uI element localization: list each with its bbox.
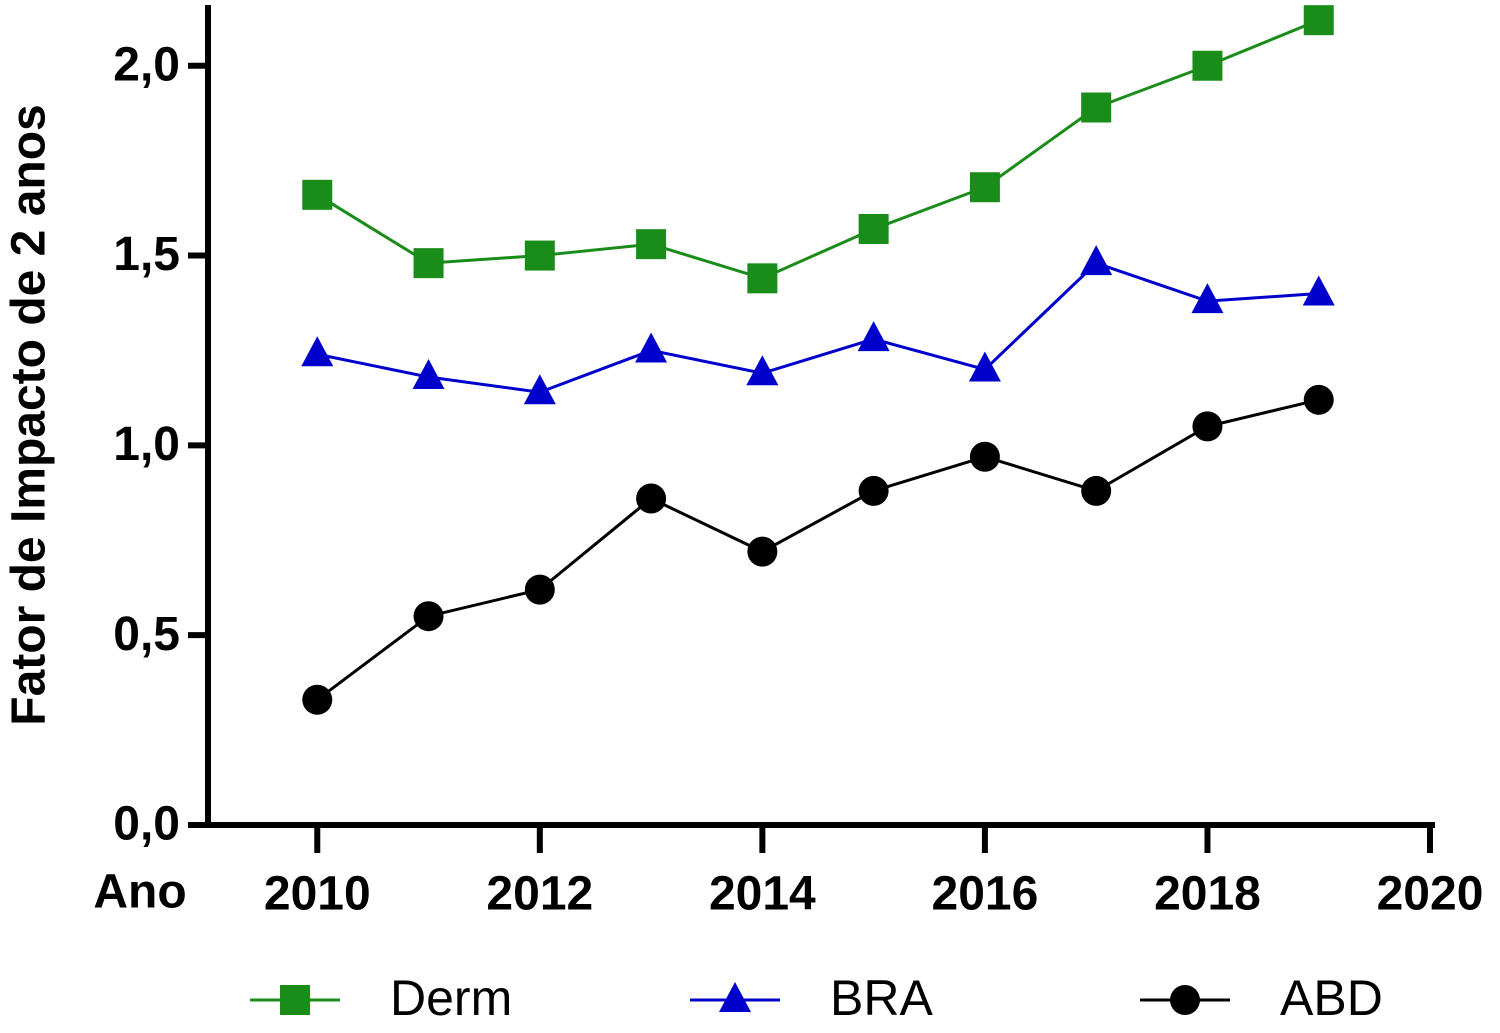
- y-tick-label: 2,0: [113, 38, 180, 91]
- data-point: [524, 240, 555, 271]
- y-axis-label: Fator de Impacto de 2 anos: [3, 104, 56, 725]
- series-line: [316, 261, 1319, 394]
- data-point: [413, 601, 444, 632]
- data-point: [1302, 275, 1335, 306]
- x-tick-label: 2012: [486, 868, 593, 921]
- legend-label: Derm: [390, 970, 512, 1026]
- data-point: [857, 321, 890, 352]
- data-point: [858, 213, 889, 244]
- data-point: [413, 248, 444, 279]
- data-point: [1303, 384, 1334, 415]
- x-tick-label: 2014: [709, 868, 816, 921]
- legend-marker: [1170, 985, 1200, 1015]
- data-point: [969, 441, 1000, 472]
- data-point: [1081, 92, 1112, 123]
- series-line: [316, 18, 1320, 280]
- data-point: [1192, 50, 1223, 81]
- data-point: [746, 355, 779, 386]
- data-point: [302, 179, 333, 210]
- data-point: [524, 574, 555, 605]
- data-point: [636, 483, 667, 514]
- x-tick-label: 2010: [264, 868, 371, 921]
- data-point: [301, 336, 334, 367]
- series-line: [316, 398, 1320, 701]
- x-tick-label: 2016: [932, 868, 1039, 921]
- legend-marker: [280, 985, 310, 1015]
- legend-label: ABD: [1280, 970, 1383, 1026]
- y-tick-label: 1,5: [113, 228, 180, 281]
- y-tick-label: 0,0: [113, 798, 180, 851]
- data-point: [1192, 411, 1223, 442]
- legend-marker: [719, 982, 751, 1012]
- data-point: [523, 374, 556, 405]
- legend-label: BRA: [830, 970, 933, 1026]
- data-point: [1081, 475, 1112, 506]
- data-point: [858, 475, 889, 506]
- data-point: [1191, 283, 1224, 314]
- data-point: [1303, 5, 1334, 36]
- data-point: [1080, 245, 1113, 276]
- data-point: [635, 332, 668, 363]
- x-tick-label: 2018: [1154, 868, 1261, 921]
- x-axis-label: Ano: [93, 866, 186, 919]
- data-point: [302, 684, 333, 715]
- data-point: [636, 229, 667, 260]
- y-tick-label: 1,0: [113, 418, 180, 471]
- data-point: [412, 359, 445, 390]
- y-tick-label: 0,5: [113, 608, 180, 661]
- data-point: [968, 351, 1001, 382]
- data-point: [747, 263, 778, 294]
- x-tick-label: 2020: [1377, 868, 1484, 921]
- data-point: [747, 536, 778, 567]
- data-point: [969, 172, 1000, 203]
